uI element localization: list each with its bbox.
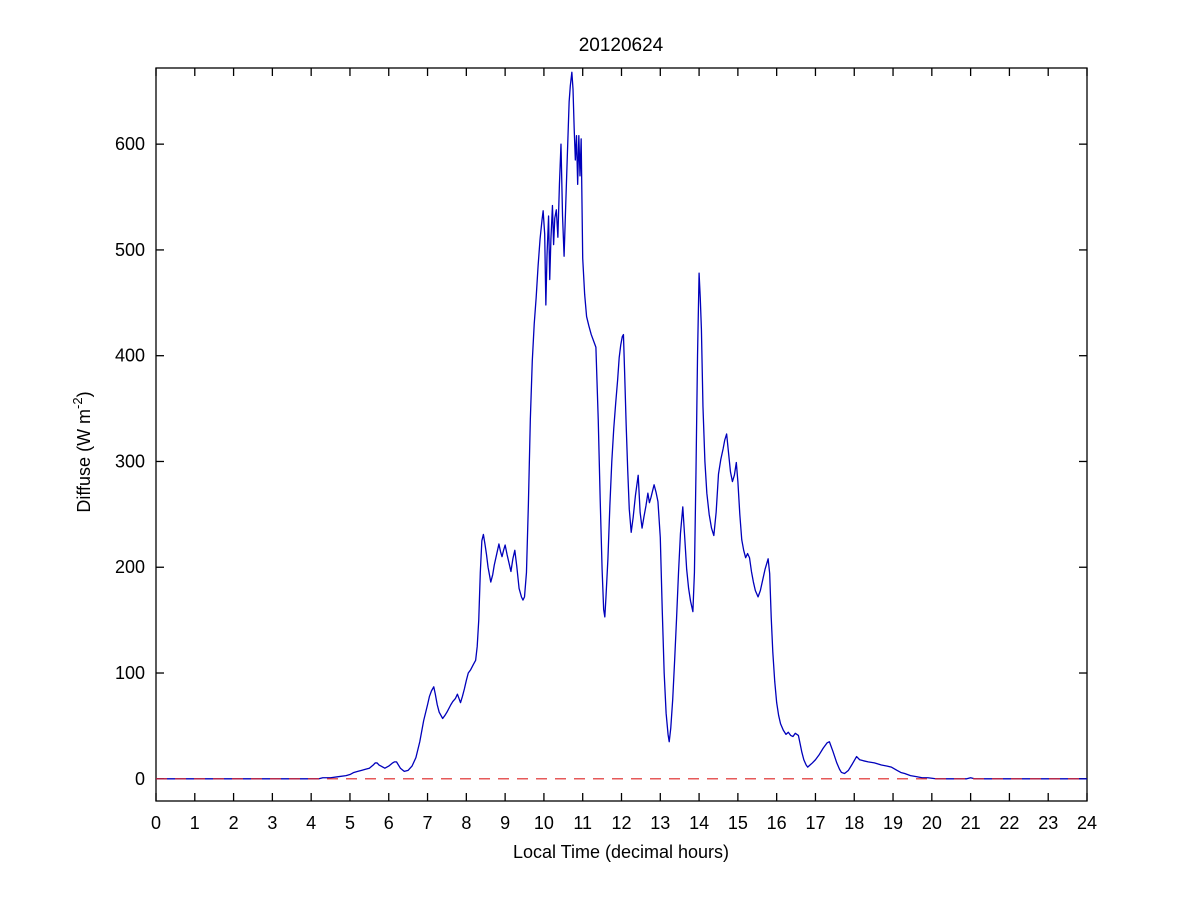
plot-area — [155, 67, 1088, 802]
x-tick-label: 1 — [190, 813, 200, 833]
chart-title: 20120624 — [579, 35, 664, 56]
y-tick-label: 100 — [115, 663, 145, 683]
x-tick-label: 6 — [384, 813, 394, 833]
x-tick-label: 3 — [267, 813, 277, 833]
y-tick-label: 0 — [135, 769, 145, 789]
x-tick-label: 13 — [650, 813, 670, 833]
diffuse-irradiance-line — [156, 71, 1087, 780]
axis-tick-labels: 0 1 2 3 4 5 6 7 8 9 10 11 12 13 14 15 16 17 18 19 20 21 22 23 24… — [115, 134, 1097, 833]
x-tick-label: 10 — [534, 813, 554, 833]
x-tick-label: 8 — [461, 813, 471, 833]
x-tick-label: 15 — [728, 813, 748, 833]
x-tick-label: 20 — [922, 813, 942, 833]
y-tick-label: 300 — [115, 451, 145, 471]
x-tick-label: 23 — [1038, 813, 1058, 833]
y-tick-label: 500 — [115, 240, 145, 260]
x-tick-label: 24 — [1077, 813, 1097, 833]
axis-ticks — [155, 68, 1088, 801]
x-tick-label: 2 — [229, 813, 239, 833]
x-tick-label: 17 — [805, 813, 825, 833]
x-tick-label: 9 — [500, 813, 510, 833]
x-tick-label: 22 — [999, 813, 1019, 833]
x-axis-label: Local Time (decimal hours) — [513, 842, 729, 862]
x-tick-label: 4 — [306, 813, 316, 833]
data-series — [156, 71, 1087, 780]
x-tick-label: 11 — [573, 813, 592, 833]
y-tick-label: 200 — [115, 557, 145, 577]
x-tick-label: 19 — [883, 813, 903, 833]
x-tick-label: 14 — [689, 813, 709, 833]
x-tick-label: 5 — [345, 813, 355, 833]
y-tick-label: 600 — [115, 134, 145, 154]
x-tick-label: 21 — [961, 813, 981, 833]
y-tick-label: 400 — [115, 346, 145, 366]
x-tick-label: 18 — [844, 813, 864, 833]
x-tick-label: 12 — [611, 813, 631, 833]
y-axis-label: Diffuse (W m-2) — [70, 391, 94, 512]
x-tick-label: 0 — [151, 813, 161, 833]
x-tick-label: 7 — [423, 813, 433, 833]
x-tick-label: 16 — [767, 813, 787, 833]
